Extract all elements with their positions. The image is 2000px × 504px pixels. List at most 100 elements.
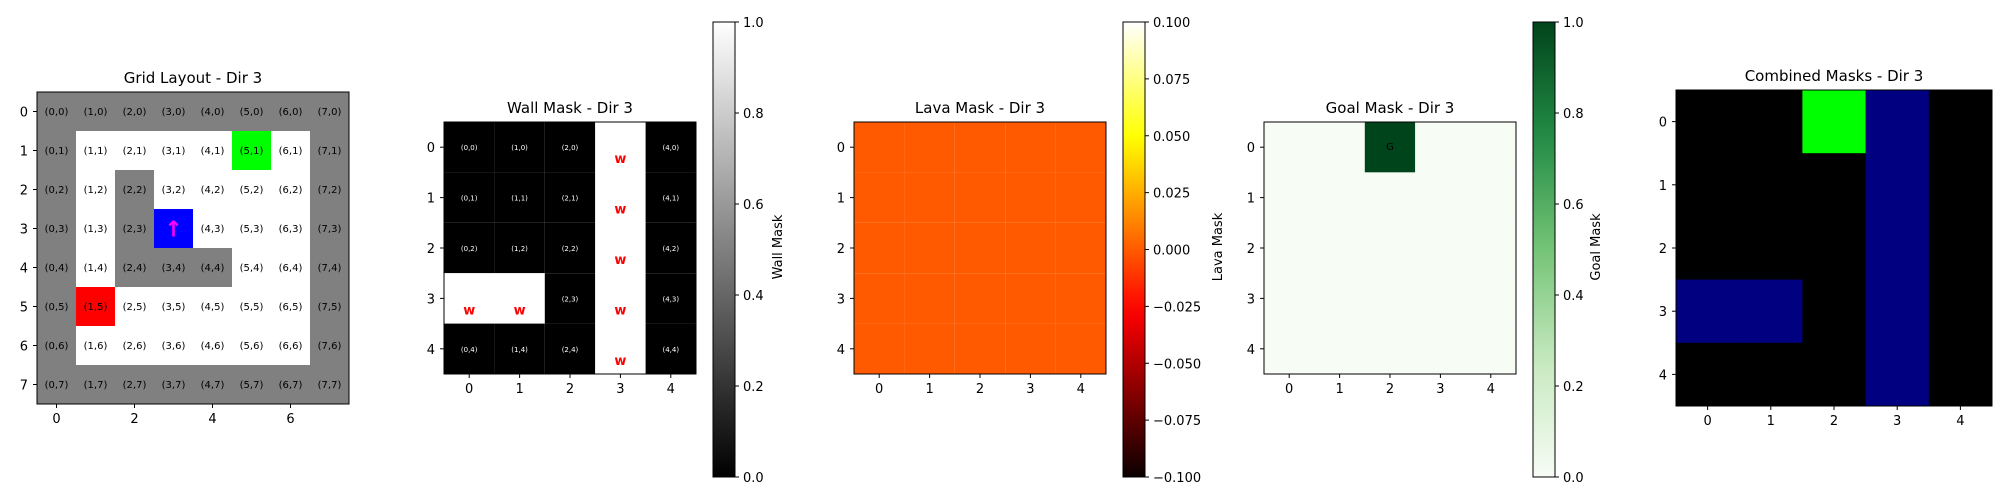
combined-cell-goal: [1802, 90, 1867, 154]
grid-cell-label: (7,4): [318, 263, 342, 274]
goal-mask-cell: [1364, 172, 1416, 223]
combined-masks-y-tick-label: 3: [1659, 305, 1667, 320]
goal-mask-cell-label: G: [1386, 142, 1394, 153]
grid-cell-floor: [154, 131, 193, 170]
goal-mask-x-tick-label: 1: [1335, 382, 1343, 397]
grid-cell-label: (4,5): [201, 302, 225, 313]
lava-mask-cell: [1055, 273, 1106, 324]
combined-cell-wall: [1676, 279, 1740, 344]
grid-cell-floor: [76, 248, 115, 287]
wall-mask-cell-label: (4,1): [662, 195, 679, 203]
grid-cell-wall: [310, 209, 349, 248]
wall-mask-cell: [645, 122, 696, 173]
grid-cell-label: (2,7): [123, 380, 147, 391]
lava-mask-y-tick-label: 2: [837, 242, 845, 257]
grid-layout-y-tick-label: 7: [20, 379, 28, 394]
wall-mask-colorbar-gradient: [712, 21, 736, 478]
lava-mask-cell: [1005, 172, 1056, 223]
combined-cell-none: [1928, 342, 1993, 407]
grid-cell-wall: [76, 365, 115, 404]
grid-cell-label: (2,0): [123, 107, 147, 118]
grid-cell-wall: [76, 92, 115, 131]
combined-masks-y-tick-label: 0: [1659, 116, 1667, 131]
grid-cell-label: (4,6): [201, 341, 225, 352]
grid-cell-label: (7,5): [318, 302, 342, 313]
wall-mask-cell: [595, 273, 646, 324]
goal-mask-title: Goal Mask - Dir 3: [1326, 99, 1455, 117]
wall-mask-y-tick-label: 3: [427, 292, 435, 307]
grid-layout-x-tick-label: 2: [130, 412, 138, 427]
lava-mask-cell: [904, 172, 955, 223]
goal-mask-cell: [1314, 323, 1365, 374]
combined-cell-none: [1676, 90, 1740, 154]
grid-cell-floor: [154, 326, 193, 365]
wall-mask-cell: [444, 122, 495, 173]
grid-cell-label: (2,6): [123, 341, 147, 352]
grid-cell-label: (2,3): [123, 224, 147, 235]
grid-cell-label: (3,6): [162, 341, 186, 352]
lava-mask-title: Lava Mask - Dir 3: [915, 99, 1045, 117]
grid-cell-floor: [232, 287, 271, 326]
wall-mask-cell-label: (0,4): [461, 346, 478, 354]
grid-cell-label: (6,3): [279, 224, 303, 235]
lava-mask-x-tick-label: 0: [875, 382, 883, 397]
goal-mask-cell: [1314, 273, 1365, 324]
lava-mask-colorbar-tick-label: −0.100: [1153, 471, 1201, 486]
grid-cell-label: (6,2): [279, 185, 303, 196]
lava-mask-x-tick-label: 1: [925, 382, 933, 397]
goal-mask-cell: [1314, 172, 1365, 223]
grid-cell-wall: [310, 326, 349, 365]
grid-cell-label: (3,0): [162, 107, 186, 118]
grid-cell-label: (2,4): [123, 263, 147, 274]
grid-cell-label: (0,2): [45, 185, 69, 196]
wall-mask-x-tick-label: 1: [515, 382, 523, 397]
goal-mask-x-tick-label: 4: [1487, 382, 1495, 397]
goal-mask-cell: [1264, 323, 1315, 374]
wall-mask-y-tick-label: 1: [427, 192, 435, 207]
grid-cell-label: (1,3): [84, 224, 108, 235]
grid-cell-label: (7,3): [318, 224, 342, 235]
wall-mask-y-tick-label: 2: [427, 242, 435, 257]
lava-mask-y-tick-label: 3: [837, 292, 845, 307]
goal-mask-colorbar-tick-label: 0.4: [1563, 289, 1584, 304]
grid-cell-floor: [115, 131, 154, 170]
combined-cell-none: [1676, 153, 1740, 217]
combined-cell-none: [1802, 153, 1867, 217]
lava-mask-cell: [1055, 323, 1106, 374]
wall-mask-cell-label: (4,3): [662, 295, 679, 303]
wall-mask-cell: [544, 122, 596, 173]
grid-cell-label: (3,4): [162, 263, 186, 274]
wall-mask-cell: [544, 323, 596, 374]
wall-mask-cell-label: w: [614, 354, 626, 369]
lava-mask-colorbar-tick-label: −0.025: [1153, 300, 1201, 315]
grid-cell-floor: [193, 170, 232, 209]
goal-mask-cell: [1364, 222, 1416, 274]
grid-cell-label: (0,7): [45, 380, 69, 391]
wall-mask-cell-label: (1,4): [511, 346, 528, 354]
lava-mask-cells: [854, 122, 1106, 374]
wall-mask-cell-label: (2,0): [562, 144, 579, 152]
grid-cell-wall: [193, 365, 232, 404]
wall-mask-cell-label: (1,1): [511, 195, 528, 203]
grid-cell-label: (1,6): [84, 341, 108, 352]
grid-cell-floor: [232, 248, 271, 287]
grid-cell-floor: [193, 131, 232, 170]
goal-mask-y-tick-label: 4: [1247, 343, 1255, 358]
lava-mask-cell: [954, 273, 1006, 324]
grid-cell-goal: [232, 131, 271, 170]
grid-cell-label: (6,0): [279, 107, 303, 118]
grid-cell-wall: [310, 92, 349, 131]
grid-cell-label: (1,0): [84, 107, 108, 118]
combined-masks-y-tick-label: 2: [1659, 242, 1667, 257]
goal-mask-cell: [1465, 323, 1516, 374]
grid-cell-wall: [37, 365, 76, 404]
wall-mask-cell: [645, 323, 696, 374]
wall-mask-cell: [595, 323, 646, 374]
combined-masks-panel: Combined Masks - Dir 3 0 1 2 3 4 0 1 2 3 4: [1659, 67, 1993, 429]
lava-mask-x-tick-label: 3: [1026, 382, 1034, 397]
wall-mask-y-tick-label: 0: [427, 141, 435, 156]
wall-mask-axes: 0 1 2 3 4 0 1 2 3 4: [427, 141, 675, 397]
wall-mask-cell: [494, 273, 545, 324]
grid-cell-label: (1,1): [84, 146, 108, 157]
